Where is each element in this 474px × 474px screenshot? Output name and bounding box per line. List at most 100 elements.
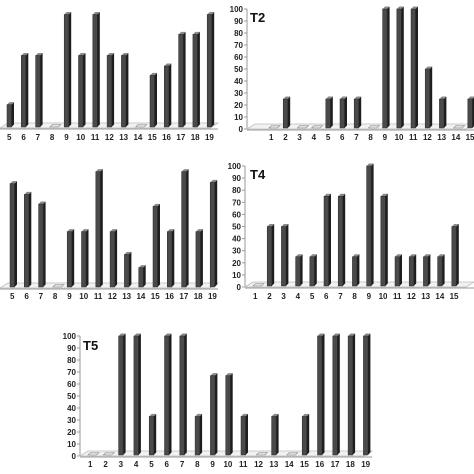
y-tick-label: 60: [232, 210, 241, 219]
bar-top: [195, 413, 203, 417]
bar: [195, 229, 203, 288]
bar-side: [337, 333, 340, 455]
y-tick-label: 40: [67, 404, 76, 413]
bar: [118, 333, 126, 456]
bar-front: [38, 203, 44, 288]
x-tick-label: 11: [393, 292, 402, 301]
bar-front: [353, 98, 359, 129]
bar-zero: [452, 125, 466, 129]
bar-top: [192, 31, 200, 35]
y-tick-label: 40: [234, 77, 243, 86]
bar-front: [396, 8, 402, 129]
panel-title: T4: [250, 167, 266, 182]
bar-front: [437, 256, 443, 287]
bar-side: [86, 229, 89, 287]
bar-side: [11, 102, 14, 127]
x-tick-label: 12: [254, 460, 263, 469]
bar: [323, 193, 331, 287]
x-tick-label: 8: [368, 133, 373, 142]
bar-front: [9, 183, 15, 288]
bar-top: [271, 413, 279, 417]
x-tick-label: 11: [239, 460, 248, 469]
bar-side: [14, 181, 17, 287]
bar: [309, 254, 317, 287]
bar-front: [66, 231, 72, 288]
bar-top: [7, 102, 14, 105]
x-tick-label: 6: [165, 460, 170, 469]
bar-top: [164, 63, 172, 66]
bar: [382, 6, 390, 129]
y-tick-label: 30: [232, 247, 241, 256]
x-tick-label: 4: [312, 133, 317, 142]
panel-title: T2: [250, 10, 265, 25]
x-tick-label: 9: [67, 292, 72, 301]
y-tick-label: 70: [232, 198, 241, 207]
bar-top: [352, 254, 360, 257]
bar-side: [143, 265, 146, 287]
bar-top: [67, 229, 75, 232]
x-tick-label: 10: [395, 133, 404, 142]
x-tick-label: 9: [64, 133, 69, 142]
y-tick-label: 100: [63, 332, 77, 341]
bar-front: [95, 171, 101, 288]
bar-front: [152, 206, 158, 288]
x-tick-label: 3: [281, 292, 286, 301]
bar-top: [363, 333, 371, 336]
y-tick-label: 30: [67, 416, 76, 425]
x-tick-label: 8: [53, 292, 58, 301]
bar-side: [214, 179, 218, 287]
bar: [266, 224, 275, 287]
x-tick-label: 13: [122, 292, 131, 301]
x-tick-label: 7: [36, 133, 41, 142]
bar: [167, 229, 175, 288]
bar-front: [6, 104, 12, 128]
bar: [363, 333, 371, 456]
bar-side: [71, 229, 75, 287]
bar-front: [309, 256, 315, 287]
bar-top: [395, 254, 402, 257]
chart-panel-t3: 5 6 7 8 9 10 11 12 13 14 15 16 17 18 19: [0, 169, 220, 301]
bar-side: [330, 96, 333, 128]
y-tick-label: 0: [237, 283, 242, 292]
bar: [437, 254, 445, 287]
bar-side: [442, 254, 445, 286]
y-tick-label: 10: [232, 271, 241, 280]
bar: [138, 265, 146, 288]
bar-front: [240, 416, 246, 456]
chart-panel-t1: 5 6 7 8 9 10 11 12 13 14 15 16 17 18 19: [0, 12, 220, 142]
bar: [35, 52, 43, 128]
bar-front: [21, 55, 27, 128]
bar-front: [323, 196, 329, 287]
bar-top: [153, 203, 160, 207]
bar: [38, 201, 46, 288]
x-tick-label: 6: [21, 133, 26, 142]
x-tick-label: 10: [76, 133, 85, 142]
bar-front: [179, 335, 185, 456]
bar-front: [92, 14, 98, 128]
x-tick-label: 1: [88, 460, 93, 469]
bar-side: [40, 52, 43, 127]
x-tick-label: 5: [7, 133, 12, 142]
x-tick-label: 13: [269, 460, 278, 469]
x-tick-label: 10: [79, 292, 88, 301]
bar-side: [285, 224, 289, 286]
bar: [332, 333, 340, 456]
x-tick-label: 10: [379, 292, 388, 301]
bar-front: [133, 335, 139, 456]
bar-side: [342, 193, 346, 286]
x-tick-label: 14: [133, 133, 142, 142]
bar-front: [347, 335, 353, 456]
bar-top: [107, 52, 115, 56]
panel-title: T5: [83, 338, 98, 353]
bar-side: [169, 333, 172, 455]
bar-top: [437, 254, 445, 257]
bar: [317, 333, 325, 456]
x-tick-label: 4: [296, 292, 301, 301]
y-tick-label: 20: [232, 259, 241, 268]
bar: [92, 12, 100, 128]
y-tick-label: 10: [234, 113, 243, 122]
y-tick-label: 70: [234, 41, 243, 50]
bar-front: [167, 231, 173, 288]
bar: [133, 333, 141, 456]
